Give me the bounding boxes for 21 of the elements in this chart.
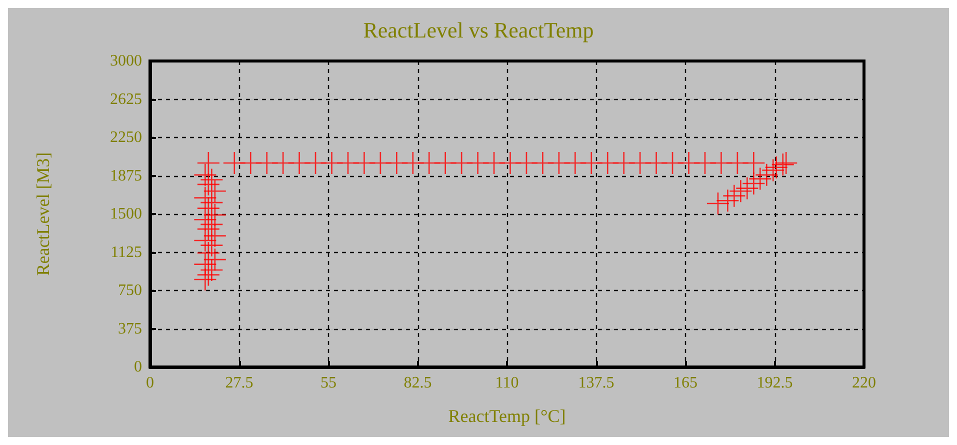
x-tick-label: 192.5 [756,374,793,392]
x-axis-title: ReactTemp [°C] [448,406,566,426]
x-tick-label: 165 [674,374,698,392]
y-axis-title: ReactLevel [M3] [33,152,53,276]
y-tick-label: 1125 [110,244,142,261]
x-tick-label: 220 [852,374,876,392]
y-tick-label: 375 [118,320,142,338]
y-tick-label: 0 [134,358,142,376]
y-tick-label: 3000 [110,52,142,70]
y-tick-label: 2625 [110,90,142,108]
x-tick-label: 110 [495,374,519,392]
x-tick-label: 27.5 [225,374,254,392]
y-tick-label: 750 [118,282,142,299]
y-tick-label: 1875 [110,167,142,184]
chart-title: ReactLevel vs ReactTemp [363,18,594,42]
x-tick-label: 137.5 [578,374,614,392]
x-tick-label: 82.5 [404,374,432,392]
y-tick-label: 2250 [110,129,142,146]
y-tick-label: 1500 [110,206,142,222]
x-tick-label: 0 [146,374,154,392]
x-tick-label: 55 [320,374,336,392]
